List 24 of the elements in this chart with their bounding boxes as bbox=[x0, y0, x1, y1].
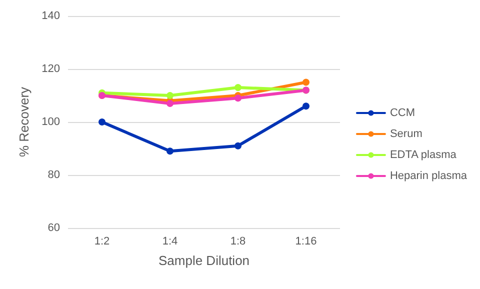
legend-label: Serum bbox=[390, 128, 422, 140]
point bbox=[98, 118, 106, 126]
point bbox=[166, 92, 174, 99]
point bbox=[234, 142, 242, 150]
x-axis-title: Sample Dilution bbox=[158, 253, 250, 268]
y-tick-label: 100 bbox=[42, 116, 60, 128]
y-tick-label: 80 bbox=[48, 169, 60, 181]
point bbox=[234, 84, 242, 92]
x-tick-label: 1:16 bbox=[295, 236, 317, 248]
y-tick-label: 120 bbox=[42, 63, 60, 75]
y-axis-title: % Recovery bbox=[16, 86, 32, 158]
legend-label: Heparin plasma bbox=[390, 170, 468, 182]
legend-label: EDTA plasma bbox=[390, 149, 458, 161]
point bbox=[166, 100, 174, 107]
x-tick-label: 1:4 bbox=[162, 236, 178, 248]
legend-label: CCM bbox=[390, 107, 416, 119]
point bbox=[302, 102, 310, 110]
point bbox=[166, 148, 174, 155]
y-tick-label: 140 bbox=[42, 10, 60, 22]
point bbox=[302, 78, 310, 86]
point bbox=[234, 94, 242, 102]
y-tick-label: 60 bbox=[48, 222, 60, 234]
x-tick-label: 1:2 bbox=[94, 236, 110, 248]
x-tick-label: 1:8 bbox=[230, 236, 246, 248]
